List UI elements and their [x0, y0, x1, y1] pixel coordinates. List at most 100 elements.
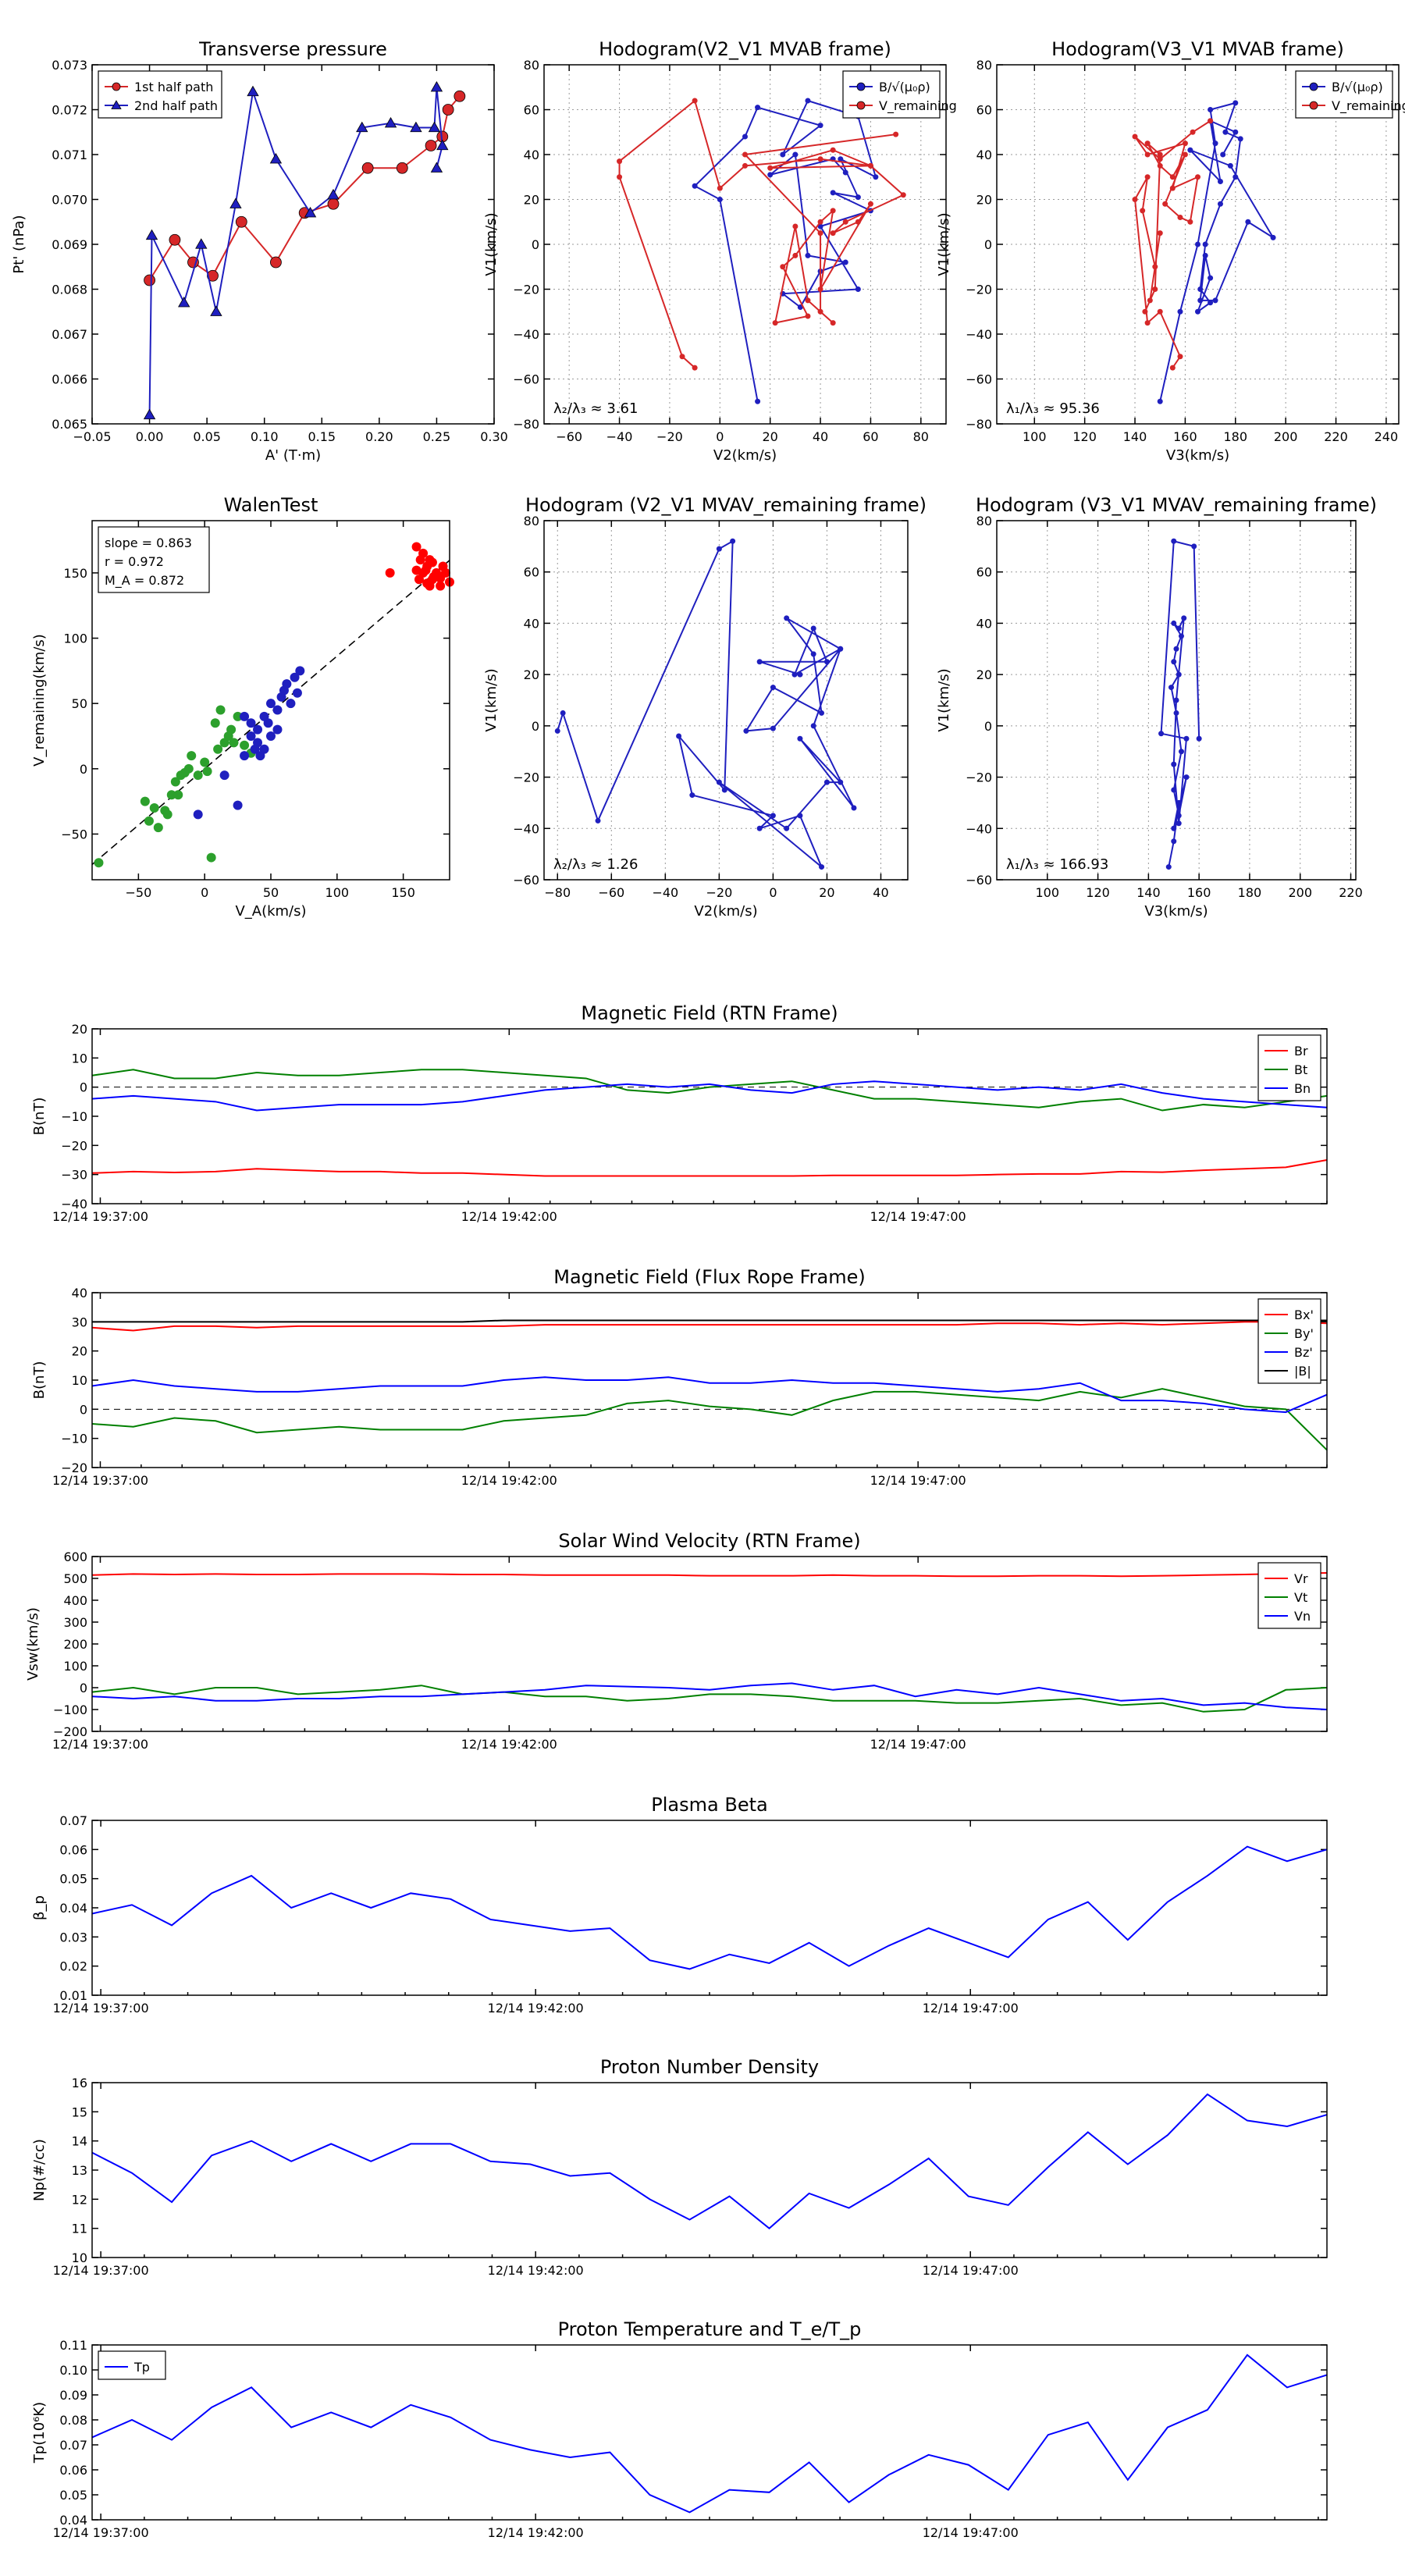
legend: 1st half path 2nd half path: [98, 70, 222, 119]
y-tick-label: 10: [72, 1373, 87, 1388]
chart-title: Magnetic Field (RTN Frame): [581, 1002, 838, 1024]
data-point: [855, 219, 861, 225]
data-point: [817, 230, 823, 237]
data-point: [797, 813, 803, 819]
x-tick-label: 120: [1072, 429, 1097, 444]
data-point: [454, 90, 466, 102]
legend-label: B/√(μ₀ρ): [879, 80, 930, 94]
data-point: [1176, 820, 1182, 827]
y-tick-label: 0.068: [52, 283, 87, 297]
data-point: [144, 816, 154, 826]
data-point: [1220, 151, 1226, 158]
data-point: [1152, 286, 1158, 292]
data-point: [805, 313, 811, 319]
x-tick-label: 60: [863, 429, 878, 444]
series-line-Br: [91, 1159, 1328, 1177]
series-1st half path: [144, 90, 466, 286]
y-tick-label: 0: [80, 1402, 87, 1417]
x-tick-label: 100: [325, 885, 350, 900]
y-tick-label: 40: [72, 1286, 87, 1300]
y-tick-label: 10: [72, 2250, 87, 2265]
x-axis-label: V3(km/s): [1166, 447, 1229, 464]
data-point: [1157, 151, 1163, 158]
y-tick-label: 0.10: [59, 2363, 87, 2378]
data-point: [692, 365, 698, 371]
x-tick-label: 0: [769, 885, 777, 900]
y-tick-label: 50: [72, 696, 87, 711]
y-tick-label: 0.06: [59, 1842, 87, 1857]
x-tick-label: 0.25: [423, 429, 451, 444]
x-tick-label: 140: [1123, 429, 1147, 444]
data-point: [1173, 646, 1179, 652]
legend-marker: [1309, 82, 1318, 91]
series-V_remaining: [1132, 118, 1214, 371]
data-point: [235, 215, 247, 228]
y-tick-label: −20: [966, 770, 992, 785]
legend-box: [98, 70, 222, 119]
legend-label: Bz': [1294, 1345, 1313, 1360]
series-trace: [1158, 538, 1202, 870]
series-line-Bz': [91, 1376, 1328, 1414]
data-point: [272, 724, 283, 735]
data-point: [792, 151, 799, 158]
data-point: [143, 408, 156, 420]
y-tick-label: 0: [80, 1080, 87, 1095]
y-tick-label: 0.05: [59, 2488, 87, 2503]
data-point: [1190, 129, 1196, 135]
data-point: [436, 581, 446, 591]
legend-text: r = 0.972: [105, 554, 164, 569]
x-tick-label: 12/14 19:47:00: [923, 2001, 1019, 2016]
plot-frame: [91, 1028, 1328, 1204]
data-point: [1157, 398, 1163, 404]
data-point: [213, 744, 223, 754]
data-point: [823, 779, 830, 785]
y-tick-label: 11: [72, 2222, 87, 2236]
series-group-2: [193, 666, 305, 820]
data-point: [1169, 185, 1176, 191]
y-tick-label: −10: [61, 1432, 87, 1446]
y-axis-label: V1(km/s): [936, 212, 952, 276]
data-point: [263, 718, 273, 728]
legend-label: |B|: [1294, 1364, 1311, 1379]
y-tick-label: 0.066: [52, 372, 87, 387]
x-tick-label: −60: [598, 885, 624, 900]
y-tick-label: −10: [61, 1109, 87, 1124]
data-point: [721, 787, 727, 793]
data-point: [193, 809, 203, 820]
x-tick-label: 100: [1023, 429, 1047, 444]
legend: Tp: [98, 2350, 166, 2380]
x-tick-label: 12/14 19:42:00: [488, 2001, 584, 2016]
y-tick-label: −60: [513, 372, 539, 387]
y-tick-label: 20: [976, 667, 992, 682]
chart-tp: Transverse pressure 0.065 0.066 0.067 0.068 0…: [11, 38, 508, 464]
data-point: [1157, 308, 1163, 315]
data-point: [730, 538, 736, 544]
chart-title: Proton Temperature and T_e/T_p: [558, 2318, 862, 2340]
data-point: [233, 800, 243, 810]
data-point: [1171, 761, 1177, 767]
series-line: [1134, 120, 1211, 368]
series-group-3: [385, 542, 454, 591]
data-point: [1182, 151, 1188, 158]
legend-label: Br: [1294, 1044, 1308, 1059]
data-point: [440, 568, 450, 578]
x-axis-label: A' (T·m): [265, 447, 321, 464]
data-point: [1176, 625, 1182, 632]
data-point: [327, 188, 340, 200]
legend-label: Vn: [1294, 1609, 1311, 1624]
data-point: [1178, 749, 1184, 755]
x-tick-label: 220: [1339, 885, 1363, 900]
x-tick-label: 0: [201, 885, 208, 900]
data-point: [1162, 201, 1168, 207]
data-point: [206, 852, 216, 863]
legend-marker: [112, 82, 121, 91]
y-tick-label: −60: [966, 372, 992, 387]
data-point: [210, 305, 222, 316]
x-tick-label: 12/14 19:42:00: [461, 1473, 557, 1488]
y-tick-label: 20: [72, 1344, 87, 1359]
legend-marker: [111, 100, 122, 109]
x-tick-label: 12/14 19:37:00: [53, 2525, 149, 2540]
y-tick-label: 0.072: [52, 103, 87, 118]
data-point: [1195, 174, 1200, 180]
legend: Vr Vt Vn: [1257, 1562, 1321, 1629]
